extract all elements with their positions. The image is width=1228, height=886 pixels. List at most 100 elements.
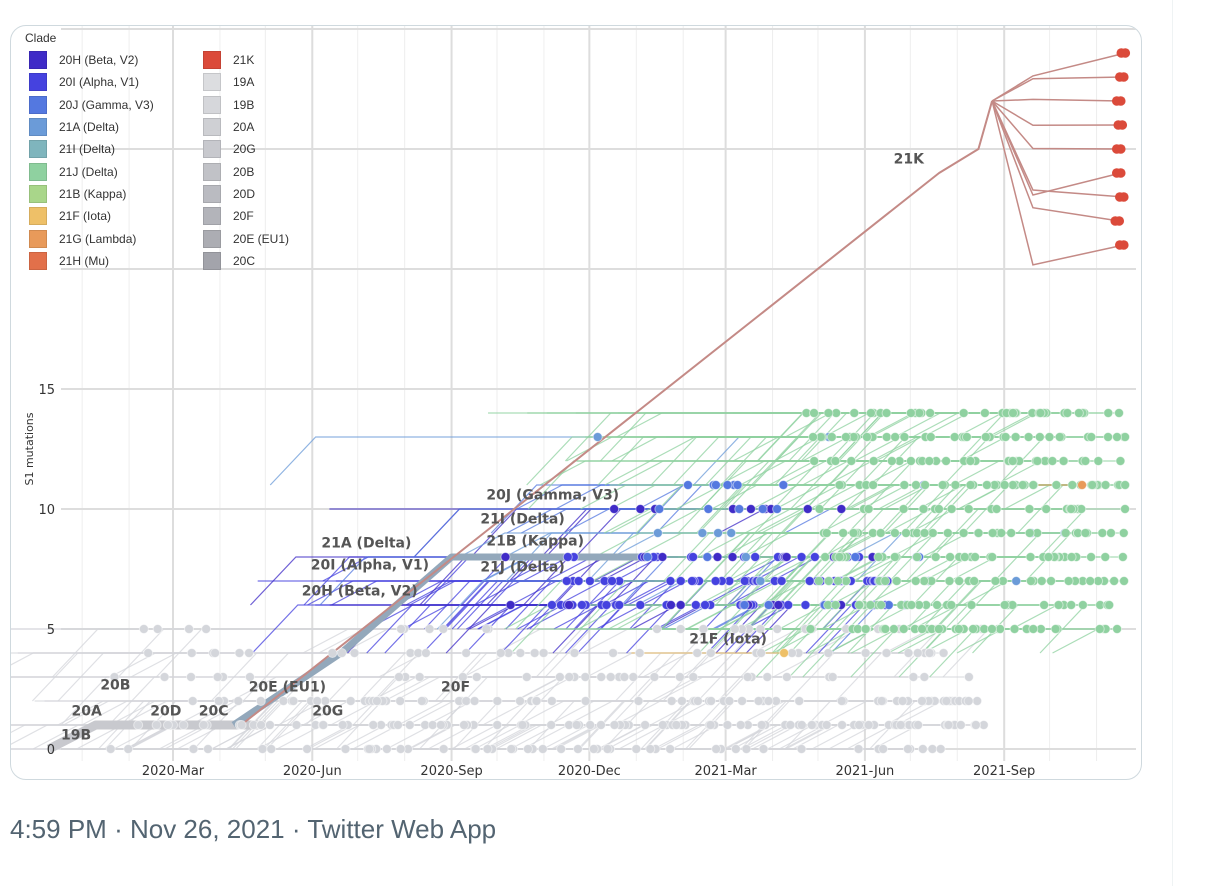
tip-point [735,720,746,730]
legend-item[interactable]: 20E (EU1) [203,227,371,249]
tip-point [846,456,857,466]
tip-point [954,576,965,586]
tip-point [198,720,209,730]
tip-point [783,600,794,610]
tip-point [364,744,375,754]
tip-point [849,408,860,418]
legend-swatch [203,95,221,114]
tip-point [906,600,917,610]
x-tick-label: 2020-Mar [142,764,205,779]
tip-point [878,744,889,754]
tip-point [762,672,773,682]
tip-point [826,432,837,442]
tip-point [185,672,196,682]
tip-point [438,624,449,634]
tip-point [756,720,767,730]
tip-point [779,648,790,658]
legend-item[interactable]: 20J (Gamma, V3) [29,94,193,116]
clade-label: 20A [72,703,102,719]
legend-item[interactable]: 20I (Alpha, V1) [29,71,193,93]
tweet-time[interactable]: 4:59 PM [10,814,107,844]
tip-point [1025,576,1036,586]
tip-point [963,696,974,706]
tip-point [521,672,532,682]
legend-item[interactable]: 20D [203,183,371,205]
tip-point [495,648,506,658]
legend-item[interactable]: 20H (Beta, V2) [29,49,193,71]
tweet-client[interactable]: Twitter Web App [307,814,497,844]
tip-point [742,672,753,682]
branch [31,652,149,702]
tip-point [522,744,533,754]
legend-item[interactable]: 20A [203,116,371,138]
axes: 2020-Mar 2020-Jun 2020-Sep 2020-Dec 2021-Mar… [23,383,1035,779]
tip-point [880,576,891,586]
tip-point [925,432,936,442]
tip-point [416,696,427,706]
tip-point [435,720,446,730]
legend-swatch [29,73,47,92]
tip-point [580,696,591,706]
legend-item[interactable]: 21K [203,49,371,71]
tip-point [802,504,813,514]
tip-point [427,720,438,730]
legend-item[interactable]: 20C [203,250,371,272]
tip-point [999,480,1010,490]
tip-point [1046,576,1057,586]
tip-point [1047,456,1058,466]
tip-point [901,528,912,538]
legend-label: 21H (Mu) [59,253,110,268]
tweet-date[interactable]: Nov 26, 2021 [129,814,285,844]
branch [872,436,1092,486]
legend-item[interactable]: 20F [203,205,371,227]
clade-label: 19B [61,727,91,743]
legend-item[interactable]: 21F (Iota) [29,205,193,227]
tip-point [1120,504,1131,514]
legend-item[interactable]: 19B [203,94,371,116]
legend-item[interactable]: 21J (Delta) [29,160,193,182]
tip-point [794,696,805,706]
tip-point [1066,552,1077,562]
tip-point [968,624,979,634]
legend-item[interactable]: 20B [203,160,371,182]
tip-point [588,744,599,754]
tip-point [414,672,425,682]
tip-point [546,696,557,706]
legend-item[interactable]: 21G (Lambda) [29,227,193,249]
legend-item[interactable]: 21A (Delta) [29,116,193,138]
legend-item[interactable]: 21B (Kappa) [29,183,193,205]
legend-label: 21I (Delta) [59,142,116,157]
tip-point [935,744,946,754]
legend-item[interactable]: 21I (Delta) [29,138,193,160]
tip-point [865,600,876,610]
tip-point [424,624,435,634]
tip-point [1010,432,1021,442]
tip-point [1080,528,1091,538]
x-tick-label: 2020-Sep [420,764,482,779]
legend-swatch [29,162,47,181]
tip-point [840,432,851,442]
clade-label: 21K [894,151,925,167]
tweet-media-chart[interactable]: 19B 20A 20B 20D 20C 20E (EU1) 20G 20F 20H (Beta,… [10,25,1142,780]
tip-point [1115,456,1126,466]
tip-point [823,648,834,658]
tip-point-21k [1116,48,1127,58]
tweet-timestamp[interactable]: 4:59 PM · Nov 26, 2021 · Twitter Web App [10,814,496,845]
legend-label: 19A [233,75,255,90]
tip-point [899,480,910,490]
tip-point [910,576,921,586]
tip-point [739,576,750,586]
tip-point-21k [1110,216,1121,226]
legend-item[interactable]: 21H (Mu) [29,250,193,272]
legend-item[interactable]: 19A [203,71,371,93]
tip-point [674,672,685,682]
tip-point [876,600,887,610]
tip-point [564,600,575,610]
tip-point [920,480,931,490]
legend-item[interactable]: 20G [203,138,371,160]
tip-point [675,600,686,610]
tip-point [854,720,865,730]
tip-point [965,456,976,466]
branch-21k [991,76,1124,102]
tip-point [781,672,792,682]
